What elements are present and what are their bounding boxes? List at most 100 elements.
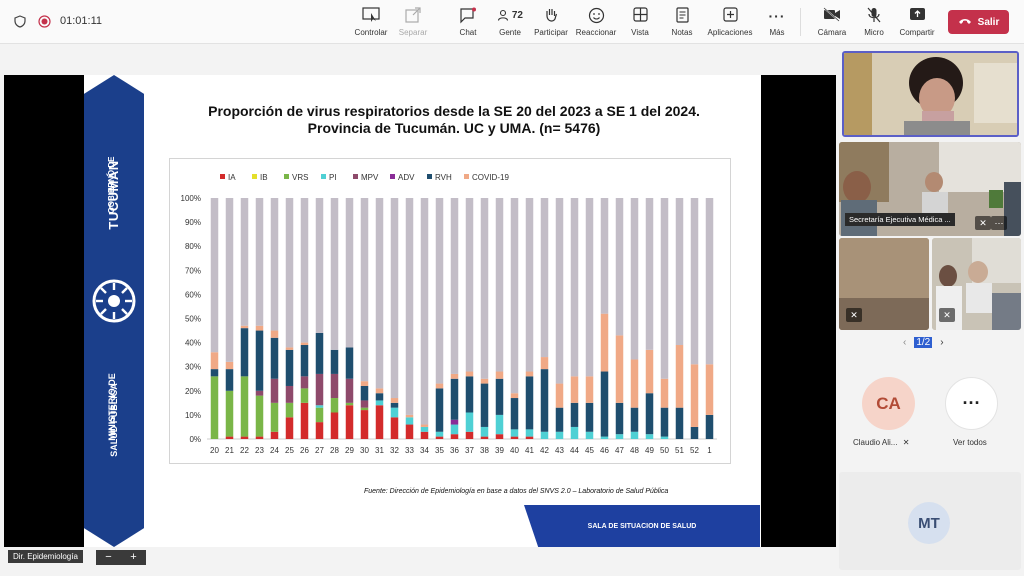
bar-segment-29-6 bbox=[345, 347, 354, 379]
apps-button[interactable]: Aplicaciones bbox=[706, 7, 754, 37]
bar-segment-21-8 bbox=[225, 198, 234, 362]
bar-segment-33-3 bbox=[405, 417, 414, 425]
bar-segment-23-6 bbox=[255, 330, 264, 391]
video-tile-active-speaker[interactable] bbox=[842, 51, 1019, 137]
share-button[interactable]: Compartir bbox=[893, 7, 941, 37]
x-tick-label-9: 29 bbox=[345, 446, 354, 455]
slide-title-line-2: Provincia de Tucumán. UC y UMA. (n= 5476… bbox=[307, 120, 601, 136]
leave-button[interactable]: Salir bbox=[948, 10, 1009, 34]
x-tick-label-15: 35 bbox=[435, 446, 444, 455]
more-icon: ··· bbox=[962, 393, 981, 413]
room-more-icon[interactable]: ⋯ bbox=[991, 216, 1007, 230]
bar-segment-33-7 bbox=[405, 414, 414, 418]
camera-toggle[interactable]: Cámara bbox=[808, 7, 856, 37]
bar-segment-39-0 bbox=[495, 434, 504, 439]
bar-segment-36-8 bbox=[450, 198, 459, 374]
bar-segment-44-3 bbox=[570, 426, 579, 439]
bar-segment-51-6 bbox=[675, 407, 684, 439]
bar-segment-52-7 bbox=[690, 364, 699, 427]
x-tick-label-3: 23 bbox=[255, 446, 264, 455]
x-tick-label-26: 46 bbox=[600, 446, 609, 455]
bar-segment-41-3 bbox=[525, 429, 534, 437]
recording-icon bbox=[38, 15, 51, 28]
notes-button[interactable]: Notas bbox=[658, 7, 706, 37]
zoom-in-button[interactable]: + bbox=[121, 550, 146, 565]
x-tick-label-13: 33 bbox=[405, 446, 414, 455]
mic-toggle[interactable]: Micro bbox=[850, 7, 898, 37]
bar-segment-21-0 bbox=[225, 436, 234, 439]
x-tick-label-4: 24 bbox=[270, 446, 279, 455]
bar-segment-48-7 bbox=[630, 359, 639, 408]
bar-segment-34-3 bbox=[420, 426, 429, 432]
bar-segment-39-3 bbox=[495, 414, 504, 435]
people-button[interactable]: 72 Gente bbox=[486, 7, 534, 37]
bar-segment-47-6 bbox=[615, 402, 624, 435]
video-tile-room[interactable]: Secretaría Ejecutiva Médica ... ✕ ⋯ bbox=[839, 142, 1021, 236]
bar-segment-36-6 bbox=[450, 378, 459, 420]
smiley-icon bbox=[572, 7, 620, 25]
x-tick-label-29: 49 bbox=[645, 446, 654, 455]
react-button[interactable]: Reaccionar bbox=[572, 7, 620, 37]
bar-segment-38-6 bbox=[480, 383, 489, 427]
x-tick-label-27: 47 bbox=[615, 446, 624, 455]
chevron-right-icon[interactable]: › bbox=[940, 337, 944, 348]
video-tile-4[interactable]: ✕ bbox=[932, 238, 1021, 330]
banner-tucuman: TUCUMÁN bbox=[106, 160, 121, 230]
legend-swatch-5 bbox=[390, 174, 395, 179]
more-button[interactable]: ··· Más bbox=[753, 7, 801, 37]
presenter-label: Dir. Epidemiología bbox=[8, 550, 83, 563]
situation-room-band: SALA DE SITUACION DE SALUD bbox=[524, 505, 760, 547]
detach-button[interactable]: Separar bbox=[389, 7, 437, 37]
grid-view-icon bbox=[616, 7, 664, 25]
bar-segment-24-6 bbox=[270, 337, 279, 379]
video-tile-3[interactable]: ✕ bbox=[839, 238, 929, 330]
y-tick-label-3: 30% bbox=[185, 363, 201, 372]
x-tick-label-19: 39 bbox=[495, 446, 504, 455]
bar-segment-45-6 bbox=[585, 402, 594, 432]
x-tick-label-20: 40 bbox=[510, 446, 519, 455]
raise-hand-button[interactable]: Participar bbox=[527, 7, 575, 37]
bar-segment-41-0 bbox=[525, 436, 534, 439]
bar-segment-26-8 bbox=[300, 198, 309, 343]
bar-segment-23-7 bbox=[255, 325, 264, 331]
legend-label-2: VRS bbox=[292, 173, 308, 182]
x-tick-label-21: 41 bbox=[525, 446, 534, 455]
view-all-button[interactable]: ··· bbox=[945, 377, 998, 430]
people-count: 72 bbox=[511, 10, 523, 21]
zoom-out-button[interactable]: − bbox=[96, 550, 121, 565]
bar-segment-40-3 bbox=[510, 429, 519, 437]
stacked-bar-chart: IA IB VRS PI MPV ADV RVH COVID-19 0% 10% 20% 30% 40%… bbox=[181, 173, 717, 455]
bar-segment-38-8 bbox=[480, 198, 489, 379]
bar-segment-30-0 bbox=[360, 410, 369, 439]
bar-segment-41-7 bbox=[525, 371, 534, 377]
bar-segment-44-6 bbox=[570, 402, 579, 427]
bar-segment-39-6 bbox=[495, 378, 504, 415]
view-button[interactable]: Vista bbox=[616, 7, 664, 37]
mic-off-icon: ✕ bbox=[902, 438, 910, 447]
bar-segment-24-0 bbox=[270, 431, 279, 439]
chat-button[interactable]: Chat bbox=[444, 7, 492, 37]
bar-segment-1-7 bbox=[705, 364, 714, 415]
bar-segment-43-3 bbox=[555, 431, 564, 439]
bar-segment-20-6 bbox=[210, 369, 219, 377]
room-participant-label: Secretaría Ejecutiva Médica ... bbox=[845, 213, 955, 226]
bar-segment-28-6 bbox=[330, 349, 339, 374]
chevron-left-icon[interactable]: ‹ bbox=[903, 337, 907, 348]
x-tick-label-17: 37 bbox=[465, 446, 474, 455]
bar-segment-31-7 bbox=[375, 388, 384, 394]
bar-segment-52-8 bbox=[690, 198, 699, 365]
bar-segment-21-6 bbox=[225, 369, 234, 391]
bar-segment-46-6 bbox=[600, 371, 609, 437]
bar-segment-31-6 bbox=[375, 393, 384, 401]
x-tick-label-23: 43 bbox=[555, 446, 564, 455]
tile3-mic-off-icon: ✕ bbox=[846, 308, 862, 322]
avatar-claudio[interactable]: CA bbox=[862, 377, 915, 430]
bar-segment-40-0 bbox=[510, 436, 519, 439]
x-tick-label-1: 21 bbox=[225, 446, 234, 455]
legend-label-5: ADV bbox=[398, 173, 415, 182]
self-view-tile[interactable]: MT bbox=[839, 472, 1021, 570]
bar-segment-45-3 bbox=[585, 431, 594, 439]
bar-segment-50-3 bbox=[660, 436, 669, 439]
control-button[interactable]: Controlar bbox=[347, 7, 395, 37]
legend-swatch-2 bbox=[284, 174, 289, 179]
